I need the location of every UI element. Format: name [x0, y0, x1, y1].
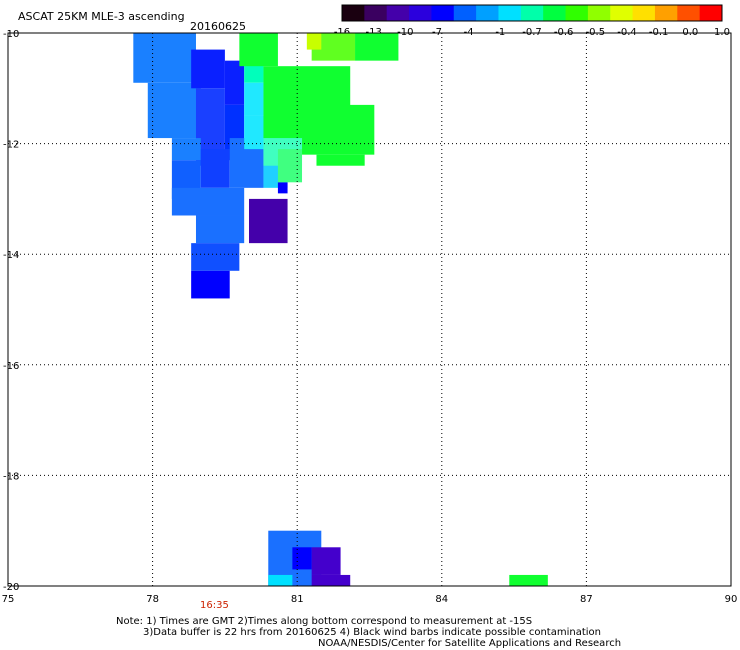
overpass-time: 16:35 [200, 600, 229, 611]
y-tick-label: -14 [3, 250, 19, 261]
colorbar-segment [699, 5, 723, 21]
note-line-3: NOAA/NESDIS/Center for Satellite Applica… [318, 638, 622, 649]
y-tick-label: -18 [3, 471, 19, 482]
plot-frame [7, 32, 732, 587]
data-cell [200, 149, 230, 188]
data-cell [316, 154, 365, 166]
colorbar-segment [520, 5, 544, 21]
colorbar-segment [677, 5, 701, 21]
data-cell [311, 574, 351, 586]
data-cell [306, 33, 322, 50]
data-cell [191, 49, 225, 89]
data-cell [195, 215, 245, 244]
x-tick-label: 84 [435, 594, 448, 605]
data-cell [191, 243, 240, 271]
x-tick-label: 81 [291, 594, 304, 605]
data-cell [292, 547, 312, 570]
colorbar-segment [587, 5, 611, 21]
colorbar-segment [498, 5, 522, 21]
data-cell [277, 149, 303, 183]
colorbar-segment [476, 5, 499, 21]
data-cell [509, 574, 548, 586]
colorbar-segment [409, 5, 432, 21]
data-cell [302, 104, 375, 155]
data-cell [147, 82, 201, 139]
colorbar-segment [632, 5, 656, 21]
y-tick-label: -20 [3, 582, 19, 593]
data-cell [311, 547, 341, 575]
chart-title: ASCAT 25KM MLE-3 ascending [18, 10, 185, 23]
data-cell [244, 82, 264, 116]
colorbar-segment [342, 5, 365, 21]
x-tick-label: 87 [580, 594, 593, 605]
data-cell [268, 574, 293, 586]
colorbar-segment [610, 5, 634, 21]
data-cell [277, 182, 288, 194]
data-cell [171, 187, 245, 216]
y-tick-label: -12 [3, 140, 19, 151]
data-cell [191, 270, 230, 299]
chart-date: 20160625 [190, 20, 246, 33]
data-cell [224, 60, 245, 105]
colorbar-segment [431, 5, 455, 21]
data-cell [133, 33, 196, 83]
data-cell [171, 138, 201, 161]
x-tick-label: 90 [725, 594, 738, 605]
note-line-1: Note: 1) Times are GMT 2)Times along bot… [116, 616, 533, 627]
colorbar-segment [654, 5, 678, 21]
colorbar-segment [364, 5, 388, 21]
colorbar-frame [341, 4, 723, 22]
colorbar: -16 -13 -10 -7 -4 -1 -0.7 -0.6 -0.5 -0.4 -0.1 0.0 1.… [334, 4, 730, 38]
data-cell [239, 33, 278, 67]
x-tick-label: 78 [146, 594, 159, 605]
data-cell [249, 198, 288, 244]
colorbar-segment [453, 5, 477, 21]
note-line-2: 3)Data buffer is 22 hrs from 20160625 4)… [143, 627, 601, 638]
x-tick-label: 75 [2, 594, 15, 605]
colorbar-segment [565, 5, 589, 21]
y-tick-label: -16 [3, 361, 19, 372]
colorbar-segment [386, 5, 410, 21]
colorbar-segment [543, 5, 567, 21]
data-cell [355, 33, 399, 61]
y-tick-label: -10 [3, 29, 19, 40]
